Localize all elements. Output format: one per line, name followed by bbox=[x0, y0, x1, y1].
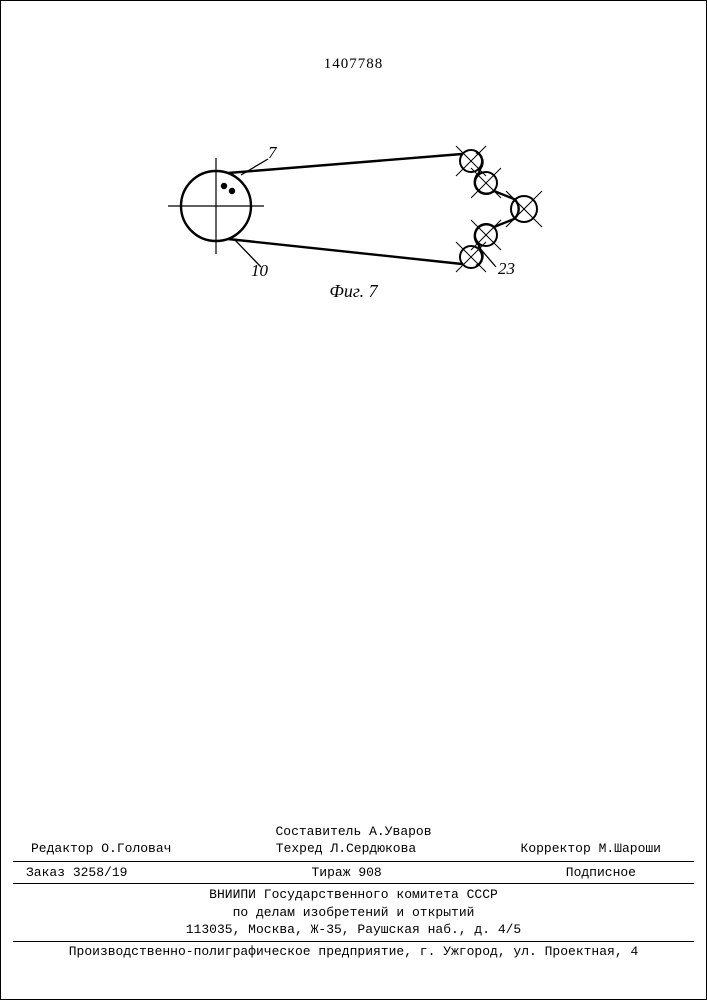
publisher-line1: ВНИИПИ Государственного комитета СССР bbox=[1, 886, 706, 904]
techred-cell: Техред Л.Сердюкова bbox=[276, 840, 416, 858]
patent-page: 1407788 bbox=[0, 0, 707, 1000]
printer-line: Производственно-полиграфическое предприя… bbox=[1, 944, 706, 959]
divider-3 bbox=[13, 941, 694, 942]
publisher-line2: по делам изобретений и открытий bbox=[1, 904, 706, 922]
composer-line: Составитель А.Уваров bbox=[1, 823, 706, 841]
order-cell: Заказ 3258/19 bbox=[26, 864, 127, 882]
corrector-cell: Корректор М.Шароши bbox=[521, 840, 661, 858]
divider-2 bbox=[13, 883, 694, 884]
tiraj-cell: Тираж 908 bbox=[311, 864, 381, 882]
callout-10: 10 bbox=[251, 261, 268, 281]
composer-name: А.Уваров bbox=[369, 824, 431, 839]
composer-label: Составитель bbox=[275, 824, 361, 839]
editor-row: Редактор О.Головач Техред Л.Сердюкова Ко… bbox=[1, 840, 706, 858]
order-row: Заказ 3258/19 Тираж 908 Подписное bbox=[1, 862, 706, 882]
document-number: 1407788 bbox=[1, 56, 706, 73]
callout-7: 7 bbox=[268, 143, 277, 163]
publisher-line3: 113035, Москва, Ж-35, Раушская наб., д. … bbox=[1, 921, 706, 939]
figure-7: 7 10 23 bbox=[156, 121, 561, 291]
editor-cell: Редактор О.Головач bbox=[31, 840, 171, 858]
credits-block: Составитель А.Уваров Редактор О.Головач … bbox=[1, 823, 706, 942]
publisher-block: ВНИИПИ Государственного комитета СССР по… bbox=[1, 886, 706, 939]
subscription-cell: Подписное bbox=[566, 864, 636, 882]
callout-23: 23 bbox=[498, 259, 515, 279]
figure-caption: Фиг. 7 bbox=[1, 281, 706, 302]
